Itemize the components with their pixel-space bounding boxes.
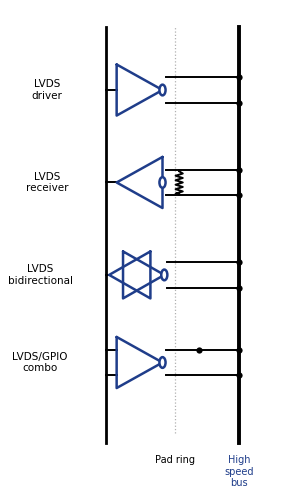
Text: LVDS/GPIO
combo: LVDS/GPIO combo: [12, 352, 68, 373]
Text: Pad ring: Pad ring: [155, 455, 195, 465]
Circle shape: [159, 177, 166, 188]
Circle shape: [159, 357, 166, 368]
Text: High
speed
bus: High speed bus: [224, 455, 254, 488]
Circle shape: [159, 85, 166, 96]
Text: LVDS
driver: LVDS driver: [32, 79, 63, 101]
Text: LVDS
bidirectional: LVDS bidirectional: [8, 264, 73, 286]
Circle shape: [161, 270, 167, 280]
Text: LVDS
receiver: LVDS receiver: [26, 172, 69, 193]
